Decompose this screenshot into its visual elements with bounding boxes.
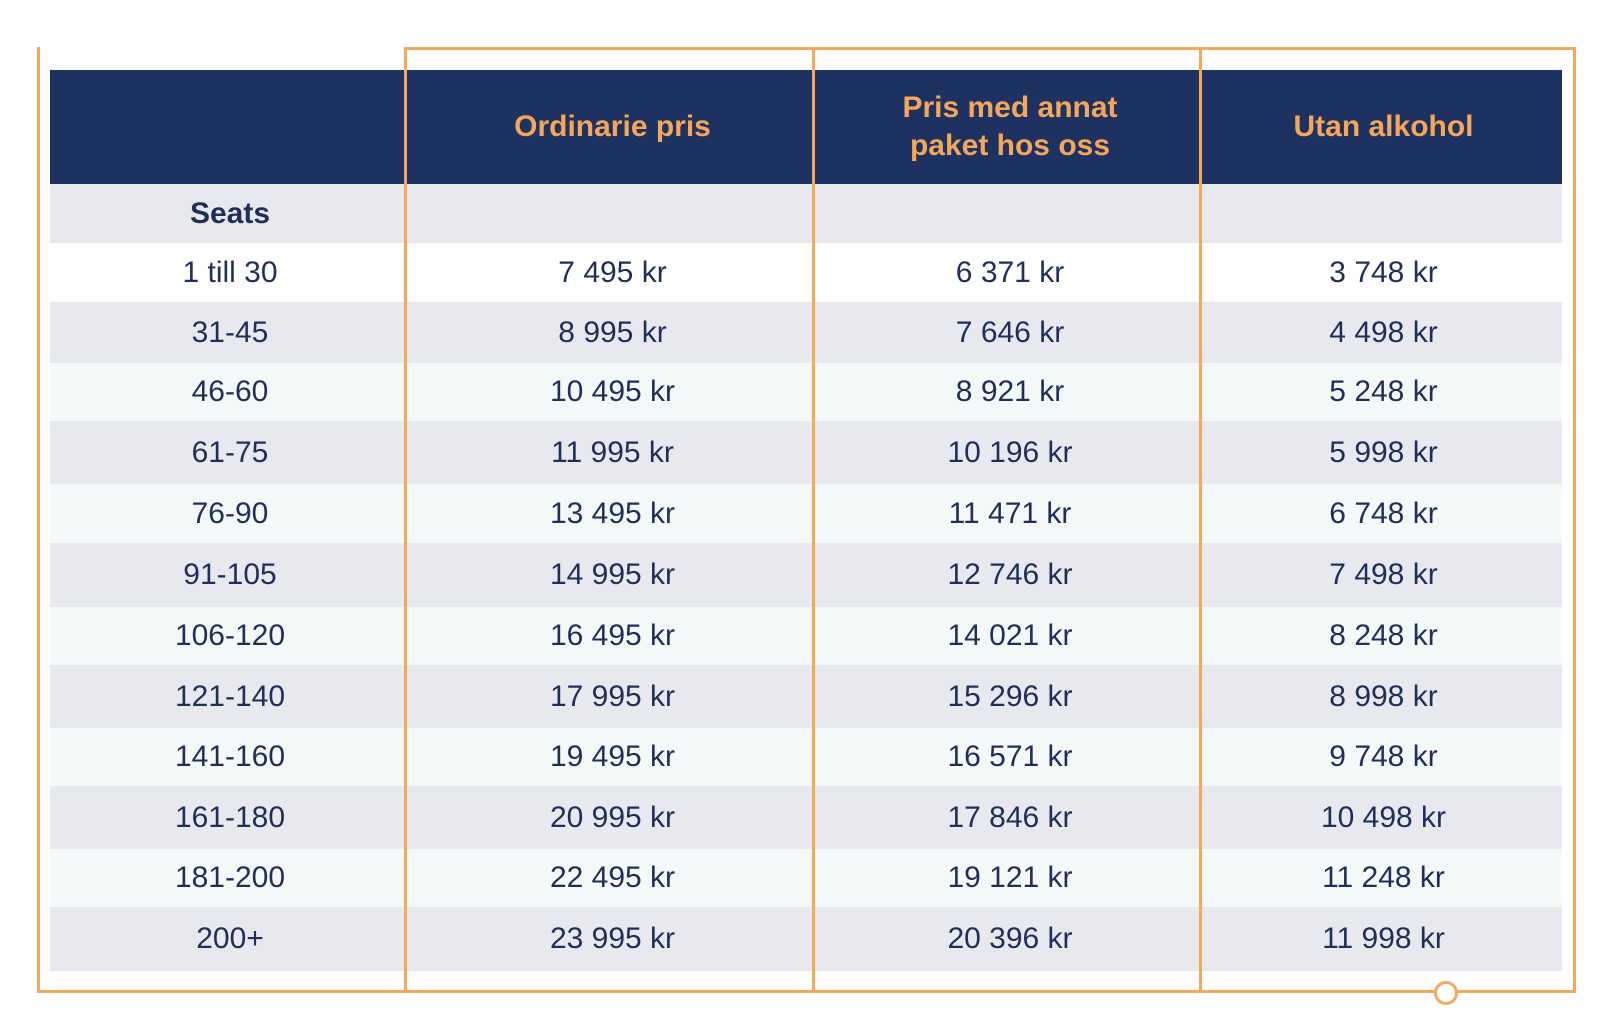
utan-alkohol-price-cell: 5 248 kr	[1329, 375, 1438, 408]
header-pris-med-annat-paket: Pris med annat paket hos oss	[815, 70, 1205, 184]
utan-alkohol-price-cell: 3 748 kr	[1329, 255, 1438, 289]
table-row: 181-200 22 495 kr 19 121 kr 11 248 kr	[50, 849, 1562, 907]
ordinarie-price-cell: 19 495 kr	[549, 740, 676, 773]
annat-paket-price-cell: 8 921 kr	[955, 375, 1065, 408]
ordinarie-price-cell: 22 495 kr	[549, 861, 676, 894]
annat-paket-price-cell: 7 646 kr	[955, 315, 1065, 349]
annat-paket-price-cell: 20 396 kr	[947, 922, 1073, 955]
annat-paket-price-cell: 19 121 kr	[947, 861, 1073, 894]
ordinarie-price-cell: 8 995 kr	[558, 315, 667, 349]
seats-cell: 121-140	[174, 679, 286, 713]
utan-alkohol-price-cell: 11 998 kr	[1322, 922, 1445, 955]
seats-cell: 91-105	[183, 558, 277, 591]
seats-subheader-row: Seats	[50, 184, 1562, 243]
utan-alkohol-price-cell: 9 748 kr	[1329, 740, 1438, 773]
table-row: 106-120 16 495 kr 14 021 kr 8 248 kr	[50, 607, 1562, 665]
annat-paket-price-cell: 15 296 kr	[947, 679, 1073, 713]
header-empty-cell	[50, 70, 410, 184]
ordinarie-price-cell: 10 495 kr	[549, 375, 676, 408]
utan-alkohol-price-cell: 7 498 kr	[1329, 558, 1438, 591]
ordinarie-price-cell: 11 995 kr	[551, 435, 674, 469]
seats-cell: 106-120	[174, 619, 286, 652]
annat-paket-price-cell: 11 471 kr	[948, 496, 1072, 530]
table-header: Ordinarie pris Pris med annat paket hos …	[50, 70, 1562, 184]
table-row: 46-60 10 495 kr 8 921 kr 5 248 kr	[50, 363, 1562, 421]
ordinarie-price-cell: 14 995 kr	[549, 558, 676, 591]
seats-cell: 181-200	[174, 861, 286, 894]
ordinarie-price-cell: 13 495 kr	[549, 496, 676, 530]
ordinarie-price-cell: 16 495 kr	[549, 619, 676, 652]
utan-alkohol-price-cell: 5 998 kr	[1329, 435, 1438, 469]
utan-alkohol-price-cell: 8 998 kr	[1329, 679, 1438, 713]
annat-paket-price-cell: 10 196 kr	[947, 435, 1073, 469]
ordinarie-price-cell: 23 995 kr	[549, 922, 676, 955]
annat-paket-price-cell: 16 571 kr	[947, 740, 1073, 773]
seats-cell: 200+	[196, 922, 264, 955]
seats-cell: 61-75	[191, 435, 269, 469]
seats-cell: 76-90	[191, 496, 269, 530]
ordinarie-price-cell: 7 495 kr	[558, 255, 667, 289]
annat-paket-price-cell: 12 746 kr	[947, 558, 1073, 591]
seats-cell: 1 till 30	[182, 255, 278, 289]
header-ordinarie-pris: Ordinarie pris	[514, 110, 711, 143]
seats-label: Seats	[189, 196, 271, 230]
table-row: 91-105 14 995 kr 12 746 kr 7 498 kr	[50, 543, 1562, 607]
table-row: 61-75 11 995 kr 10 196 kr 5 998 kr	[50, 421, 1562, 484]
table-row: 200+ 23 995 kr 20 396 kr 11 998 kr	[50, 907, 1562, 971]
seats-cell: 161-180	[174, 800, 286, 834]
table-row: 141-160 19 495 kr 16 571 kr 9 748 kr	[50, 728, 1562, 786]
utan-alkohol-price-cell: 8 248 kr	[1329, 619, 1438, 652]
header-utan-alkohol: Utan alkohol	[1293, 110, 1474, 143]
utan-alkohol-price-cell: 6 748 kr	[1329, 496, 1438, 530]
annat-paket-price-cell: 17 846 kr	[947, 800, 1073, 834]
utan-alkohol-price-cell: 10 498 kr	[1320, 800, 1447, 834]
table-row: 1 till 30 7 495 kr 6 371 kr 3 748 kr	[50, 243, 1562, 302]
header-pris-med-annat-paket-label: Pris med annat paket hos oss	[902, 91, 1118, 162]
table-row: 76-90 13 495 kr 11 471 kr 6 748 kr	[50, 484, 1562, 543]
table-row: 161-180 20 995 kr 17 846 kr 10 498 kr	[50, 786, 1562, 849]
utan-alkohol-price-cell: 4 498 kr	[1329, 315, 1438, 349]
annat-paket-price-cell: 6 371 kr	[955, 255, 1065, 289]
annat-paket-price-cell: 14 021 kr	[947, 619, 1073, 652]
table-row: 121-140 17 995 kr 15 296 kr 8 998 kr	[50, 665, 1562, 728]
seats-cell: 46-60	[191, 375, 269, 408]
table-row: 31-45 8 995 kr 7 646 kr 4 498 kr	[50, 302, 1562, 363]
seats-cell: 141-160	[174, 740, 286, 773]
seats-cell: 31-45	[191, 315, 269, 349]
ordinarie-price-cell: 20 995 kr	[549, 800, 676, 834]
ordinarie-price-cell: 17 995 kr	[549, 679, 676, 713]
utan-alkohol-price-cell: 11 248 kr	[1322, 861, 1445, 894]
decorative-circle	[1434, 981, 1458, 1005]
